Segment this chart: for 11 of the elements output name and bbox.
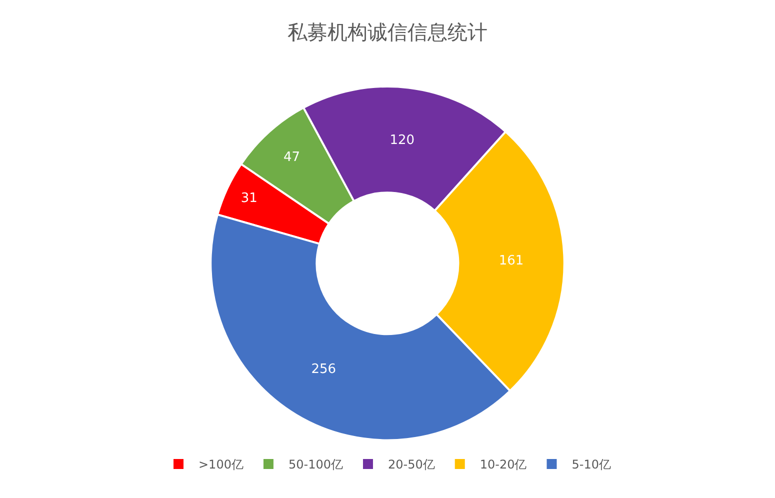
- legend-label: 50-100亿: [288, 458, 343, 472]
- legend-label: 20-50亿: [388, 458, 435, 472]
- legend-label: >100亿: [198, 458, 244, 472]
- data-label: 120: [390, 132, 415, 148]
- data-label: 31: [240, 191, 258, 206]
- legend-label: 5-10亿: [572, 458, 611, 472]
- data-label: 47: [283, 150, 300, 165]
- chart-title: 私募机构诚信信息统计: [288, 20, 488, 44]
- legend-label: 10-20亿: [480, 458, 527, 472]
- data-label: 256: [311, 362, 336, 377]
- data-label: 161: [498, 254, 524, 269]
